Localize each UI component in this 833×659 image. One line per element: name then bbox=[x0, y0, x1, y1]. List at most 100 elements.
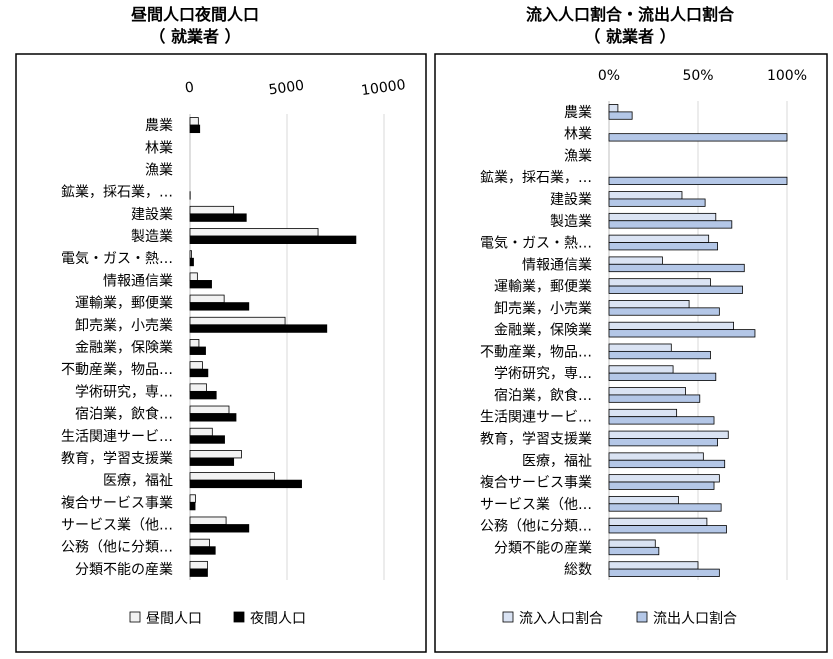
right-category-label: 分類不能の産業 bbox=[494, 540, 592, 556]
right-bar-流入人口割合 bbox=[608, 191, 683, 200]
right-bar-流入人口割合 bbox=[608, 408, 678, 418]
left-bar-昼間人口 bbox=[189, 450, 242, 459]
right-category-label: 情報通信業 bbox=[522, 257, 592, 273]
right-x-tick-label: 50% bbox=[682, 68, 713, 84]
left-bar-昼間人口 bbox=[189, 427, 213, 437]
right-bar-流入人口割合 bbox=[608, 365, 674, 374]
right-bar-流出人口割合 bbox=[608, 394, 701, 403]
left-bar-昼間人口 bbox=[189, 272, 198, 281]
right-legend-label: 流入人口割合 bbox=[519, 610, 603, 627]
left-category-label: 卸売業，小売業 bbox=[75, 318, 173, 334]
right-bar-流入人口割合 bbox=[608, 104, 619, 113]
left-bar-夜間人口 bbox=[189, 213, 247, 222]
right-bar-流入人口割合 bbox=[608, 517, 708, 526]
left-chart-frame bbox=[15, 53, 427, 653]
right-legend-label: 流出人口割合 bbox=[653, 610, 737, 627]
right-bar-流入人口割合 bbox=[608, 561, 699, 570]
right-chart-subtitle: （ 就業者 ） bbox=[584, 27, 676, 46]
left-bar-昼間人口 bbox=[189, 538, 210, 548]
right-category-label: 総数 bbox=[564, 562, 592, 578]
left-x-tick-label: 0 bbox=[184, 79, 195, 96]
right-bar-流入人口割合 bbox=[608, 474, 720, 483]
left-category-label: 電気・ガス・熱… bbox=[61, 251, 173, 267]
right-bar-流入人口割合 bbox=[608, 452, 704, 461]
left-category-label: 林業 bbox=[145, 140, 173, 156]
left-category-label: 製造業 bbox=[131, 229, 173, 245]
right-category-label: 林業 bbox=[564, 127, 592, 143]
left-bar-夜間人口 bbox=[189, 257, 194, 267]
left-bar-夜間人口 bbox=[189, 235, 357, 244]
right-category-label: 鉱業，採石業，… bbox=[480, 169, 592, 186]
right-bar-流入人口割合 bbox=[608, 539, 656, 548]
left-bar-夜間人口 bbox=[189, 457, 235, 466]
left-category-label: 分類不能の産業 bbox=[75, 562, 173, 578]
right-category-label: 生活関連サービ… bbox=[480, 410, 592, 426]
right-category-label: 複合サービス事業 bbox=[480, 474, 592, 491]
left-legend-label: 昼間人口 bbox=[146, 611, 202, 627]
left-bar-夜間人口 bbox=[189, 435, 225, 444]
left-category-label: 建設業 bbox=[131, 207, 173, 223]
left-legend-label: 夜間人口 bbox=[250, 611, 306, 627]
left-category-label: 農業 bbox=[145, 118, 173, 134]
left-bar-昼間人口 bbox=[189, 294, 225, 304]
left-bar-夜間人口 bbox=[189, 302, 250, 311]
right-bar-流出人口割合 bbox=[608, 372, 717, 381]
right-category-label: 宿泊業，飲食… bbox=[494, 387, 592, 404]
right-bar-流出人口割合 bbox=[608, 111, 633, 120]
left-bar-夜間人口 bbox=[189, 501, 196, 511]
right-bar-流入人口割合 bbox=[608, 212, 717, 222]
right-bar-流出人口割合 bbox=[608, 220, 733, 229]
left-bar-夜間人口 bbox=[189, 324, 328, 333]
left-bar-夜間人口 bbox=[189, 280, 212, 289]
left-bar-夜間人口 bbox=[189, 368, 209, 378]
right-bar-流入人口割合 bbox=[608, 430, 729, 439]
right-bar-流入人口割合 bbox=[608, 343, 672, 352]
left-bar-昼間人口 bbox=[189, 117, 199, 126]
left-category-label: 学術研究，専… bbox=[75, 384, 173, 400]
left-chart-title-text: 昼間人口夜間人口 bbox=[130, 5, 259, 24]
right-chart-title: 流入人口割合・流出人口割合 （ 就業者 ） bbox=[460, 4, 800, 48]
right-category-label: 医療，福祉 bbox=[522, 452, 592, 469]
right-x-tick-label: 100% bbox=[767, 68, 807, 84]
left-category-label: 鉱業，採石業，… bbox=[61, 184, 173, 201]
right-category-label: 公務（他に分類… bbox=[480, 519, 592, 535]
right-bar-流出人口割合 bbox=[608, 481, 715, 490]
right-bar-流入人口割合 bbox=[608, 256, 663, 265]
left-category-label: 複合サービス事業 bbox=[61, 494, 173, 511]
right-category-label: サービス業（他… bbox=[480, 497, 592, 513]
right-bar-流入人口割合 bbox=[608, 300, 690, 309]
left-bar-夜間人口 bbox=[189, 568, 208, 577]
left-bar-昼間人口 bbox=[189, 472, 275, 481]
right-bar-流出人口割合 bbox=[608, 133, 788, 142]
left-bar-夜間人口 bbox=[189, 524, 250, 533]
left-bar-昼間人口 bbox=[189, 339, 200, 348]
left-category-label: 公務（他に分類… bbox=[61, 540, 173, 556]
right-bar-流入人口割合 bbox=[608, 321, 734, 331]
right-category-label: 電気・ガス・熱… bbox=[480, 236, 592, 252]
left-bar-昼間人口 bbox=[189, 494, 196, 503]
right-bar-流出人口割合 bbox=[608, 329, 756, 338]
right-bar-流出人口割合 bbox=[608, 350, 711, 360]
left-bar-昼間人口 bbox=[189, 516, 227, 525]
right-category-label: 教育，学習支援業 bbox=[480, 431, 592, 447]
left-x-tick-label: 5000 bbox=[268, 78, 306, 99]
left-category-label: 教育，学習支援業 bbox=[61, 451, 173, 467]
left-bar-夜間人口 bbox=[189, 546, 216, 555]
right-x-tick-label: 0% bbox=[598, 68, 620, 84]
left-category-label: 漁業 bbox=[145, 162, 173, 178]
right-bar-流出人口割合 bbox=[608, 525, 727, 534]
right-legend-swatch bbox=[636, 611, 648, 623]
left-category-label: 運輸業，郵便業 bbox=[75, 296, 173, 312]
left-chart-subtitle: （ 就業者 ） bbox=[149, 27, 241, 46]
left-bar-昼間人口 bbox=[189, 361, 203, 370]
right-category-label: 卸売業，小売業 bbox=[494, 301, 592, 317]
right-category-label: 運輸業，郵便業 bbox=[494, 279, 592, 295]
right-bar-流入人口割合 bbox=[608, 387, 686, 396]
right-bar-流出人口割合 bbox=[608, 503, 722, 512]
right-category-label: 不動産業，物品… bbox=[480, 344, 592, 360]
left-category-label: 医療，福祉 bbox=[103, 472, 173, 489]
left-legend-swatch bbox=[233, 611, 245, 623]
right-category-label: 農業 bbox=[564, 105, 592, 121]
right-category-label: 製造業 bbox=[550, 214, 592, 230]
